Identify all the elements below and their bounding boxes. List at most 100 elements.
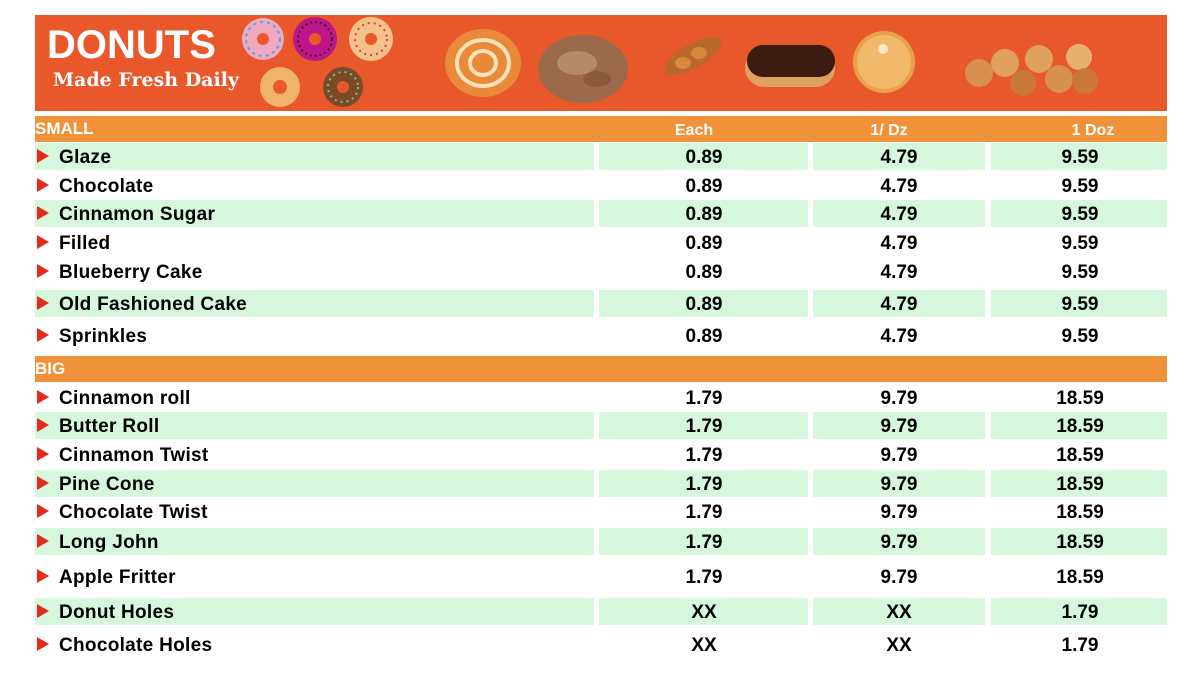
price-dozen: 9.59 [1061,176,1099,197]
row-arrow-icon [37,534,49,548]
price-dozen: 18.59 [1056,502,1104,523]
price-each: XX [691,635,717,656]
price-dozen: 1.79 [1061,635,1099,656]
table-row: Filled 0.89 4.79 9.59 [0,229,1200,256]
table-row: Chocolate 0.89 4.79 9.59 [0,172,1200,199]
price-each: 1.79 [685,388,723,409]
table-row: Sprinkles 0.89 4.79 9.59 [0,322,1200,349]
price-dozen: 1.79 [1061,602,1099,623]
price-half-dozen: 9.79 [880,567,918,588]
item-name: Chocolate [59,176,154,197]
menu-banner: DONUTS Made Fresh Daily [35,15,1167,111]
price-half-dozen: XX [886,602,912,623]
column-header-each: Each [674,122,714,139]
table-row: Butter Roll 1.79 9.79 18.59 [0,412,1200,439]
menu-title: DONUTS [47,23,216,67]
column-header-half-dozen: 1/ Dz [870,122,908,139]
price-half-dozen: 4.79 [880,233,918,254]
menu-subtitle: Made Fresh Daily [53,69,239,91]
price-dozen: 18.59 [1056,445,1104,466]
row-arrow-icon [37,149,49,163]
filled-donut-image [853,31,915,93]
row-arrow-icon [37,206,49,220]
price-half-dozen: 9.79 [880,502,918,523]
row-arrow-icon [37,235,49,249]
item-name: Glaze [59,147,112,168]
long-john-image [745,45,835,87]
price-half-dozen: 4.79 [880,294,918,315]
price-half-dozen: 4.79 [880,176,918,197]
price-half-dozen: 9.79 [880,416,918,437]
row-arrow-icon [37,296,49,310]
price-dozen: 18.59 [1056,388,1104,409]
price-each: 0.89 [685,294,723,315]
price-half-dozen: XX [886,635,912,656]
row-arrow-icon [37,504,49,518]
sprinkle-donuts-image [242,17,393,107]
price-half-dozen: 9.79 [880,388,918,409]
price-half-dozen: 9.79 [880,445,918,466]
item-name: Cinnamon Sugar [59,204,216,225]
section-header-small: SMALL Each 1/ Dz 1 Doz [35,116,1167,142]
price-each: 0.89 [685,176,723,197]
item-name: Donut Holes [59,602,175,623]
price-each: 1.79 [685,416,723,437]
price-each: 1.79 [685,474,723,495]
price-each: 1.79 [685,445,723,466]
row-arrow-icon [37,390,49,404]
price-each: 1.79 [685,532,723,553]
price-dozen: 9.59 [1061,233,1099,254]
donut-holes-image [965,44,1098,96]
item-name: Butter Roll [59,416,160,437]
table-row: Cinnamon Twist 1.79 9.79 18.59 [0,441,1200,468]
table-row: Cinnamon roll 1.79 9.79 18.59 [0,384,1200,411]
price-each: 0.89 [685,326,723,347]
price-half-dozen: 4.79 [880,262,918,283]
price-each: 1.79 [685,502,723,523]
table-row: Blueberry Cake 0.89 4.79 9.59 [0,258,1200,285]
cinnamon-twist-image [664,36,722,76]
column-header-dozen: 1 Doz [1071,122,1115,139]
item-name: Sprinkles [59,326,148,347]
table-row: Apple Fritter 1.79 9.79 18.59 [0,563,1200,590]
section-label-big: BIG [35,359,66,378]
price-dozen: 18.59 [1056,474,1104,495]
row-arrow-icon [37,604,49,618]
price-half-dozen: 9.79 [880,474,918,495]
item-name: Blueberry Cake [59,262,203,283]
table-row: Old Fashioned Cake 0.89 4.79 9.59 [0,290,1200,317]
item-name: Cinnamon Twist [59,445,209,466]
item-name: Cinnamon roll [59,388,191,409]
row-arrow-icon [37,447,49,461]
price-each: 0.89 [685,262,723,283]
row-arrow-icon [37,569,49,583]
row-arrow-icon [37,476,49,490]
section-label-small: SMALL [35,119,94,138]
row-arrow-icon [37,328,49,342]
price-dozen: 9.59 [1061,262,1099,283]
item-name: Old Fashioned Cake [59,294,248,315]
price-dozen: 9.59 [1061,294,1099,315]
price-each: XX [691,602,717,623]
row-arrow-icon [37,264,49,278]
row-arrow-icon [37,178,49,192]
apple-fritter-image [538,35,628,103]
price-half-dozen: 4.79 [880,204,918,225]
cinnamon-roll-image [445,29,521,97]
price-each: 1.79 [685,567,723,588]
table-row: Cinnamon Sugar 0.89 4.79 9.59 [0,200,1200,227]
price-half-dozen: 9.79 [880,532,918,553]
item-name: Long John [59,532,159,553]
table-row: Chocolate Twist 1.79 9.79 18.59 [0,498,1200,525]
table-row: Long John 1.79 9.79 18.59 [0,528,1200,555]
item-name: Chocolate Holes [59,635,213,656]
row-arrow-icon [37,637,49,651]
price-half-dozen: 4.79 [880,326,918,347]
table-row: Glaze 0.89 4.79 9.59 [0,143,1200,170]
section-header-big: BIG [35,356,1167,382]
table-row: Chocolate Holes XX XX 1.79 [0,631,1200,658]
table-row: Donut Holes XX XX 1.79 [0,598,1200,625]
row-arrow-icon [37,418,49,432]
item-name: Pine Cone [59,474,155,495]
item-name: Apple Fritter [59,567,176,588]
